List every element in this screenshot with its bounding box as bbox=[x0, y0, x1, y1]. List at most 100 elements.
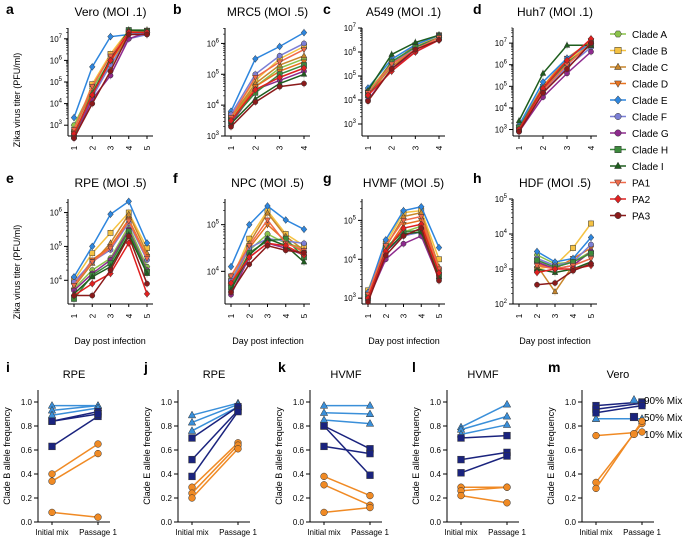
y-tick-label: 105 bbox=[50, 77, 63, 87]
legend-label: PA3 bbox=[632, 212, 651, 223]
x-tick-label: Initial mix bbox=[579, 528, 612, 537]
data-point bbox=[264, 202, 271, 210]
data-point bbox=[107, 245, 114, 252]
data-point bbox=[564, 66, 570, 72]
data-point bbox=[382, 243, 390, 250]
x-tick-label: 5 bbox=[143, 313, 152, 318]
data-point bbox=[71, 292, 77, 299]
pair-line bbox=[595, 404, 643, 414]
data-point bbox=[89, 100, 96, 107]
pair-line bbox=[51, 404, 99, 412]
x-tick-label: 2 bbox=[251, 145, 260, 150]
data-point bbox=[436, 277, 442, 284]
y-tick-exponent: 4 bbox=[353, 95, 357, 101]
legend-item: Clade I bbox=[610, 161, 664, 173]
data-point bbox=[125, 233, 132, 240]
y-tick-exponent: 4 bbox=[216, 266, 220, 272]
x-tick-label: 4 bbox=[569, 313, 578, 318]
data-point bbox=[94, 449, 102, 458]
series-line bbox=[536, 243, 592, 267]
y-tick-exponent: 6 bbox=[353, 47, 357, 53]
pair-line bbox=[51, 443, 99, 475]
panel-g: 103 104 105 1 2 3 4 5 HVMF (MOI .5) g bbox=[323, 170, 445, 318]
legend-item: Clade A bbox=[610, 30, 667, 41]
x-tick-label: 3 bbox=[400, 313, 409, 318]
data-point bbox=[107, 230, 114, 236]
pair-line bbox=[323, 506, 371, 514]
series-line bbox=[230, 82, 305, 128]
data-point bbox=[246, 261, 253, 268]
legend-item: 10% Mix bbox=[629, 429, 682, 441]
y-tick-label: 104 bbox=[344, 254, 357, 264]
data-point bbox=[301, 80, 307, 87]
data-point bbox=[300, 47, 308, 54]
y-tick-label: 0.6 bbox=[161, 446, 173, 455]
data-point bbox=[89, 250, 96, 257]
y-tick-label: 104 bbox=[207, 100, 220, 110]
pair-line bbox=[51, 452, 99, 482]
data-point bbox=[400, 240, 407, 247]
x-tick-label: 4 bbox=[435, 145, 444, 150]
pair-line bbox=[595, 402, 643, 410]
x-tick-label: Initial mix bbox=[444, 528, 477, 537]
series-line bbox=[518, 42, 592, 126]
data-point bbox=[228, 123, 234, 130]
pair-line bbox=[460, 424, 508, 436]
y-tick-exponent: 5 bbox=[216, 220, 220, 226]
legend: Clade A Clade B Clade C Clade D Clade E Clade… bbox=[610, 30, 669, 223]
series-line bbox=[367, 34, 440, 91]
panel-title: RPE (MOI .5) bbox=[74, 176, 146, 190]
data-point bbox=[563, 41, 571, 48]
y-tick-label: 0.2 bbox=[161, 494, 173, 503]
data-point bbox=[300, 70, 308, 77]
y-tick-label: 0.6 bbox=[293, 446, 305, 455]
data-point bbox=[107, 68, 114, 75]
series-line bbox=[518, 38, 592, 130]
x-tick-label: Passage 1 bbox=[351, 528, 389, 537]
y-tick-label: 102 bbox=[495, 299, 508, 309]
y-tick-label: 0.8 bbox=[430, 422, 442, 431]
pair-line bbox=[323, 412, 371, 415]
data-point bbox=[400, 206, 407, 215]
y-tick-label: 106 bbox=[50, 55, 63, 65]
data-point bbox=[382, 252, 389, 259]
data-point bbox=[638, 417, 646, 425]
series-line bbox=[518, 44, 591, 122]
pair-line bbox=[51, 413, 99, 422]
data-point bbox=[245, 243, 253, 250]
y-tick-exponent: 5 bbox=[353, 215, 357, 221]
pair-line bbox=[191, 444, 239, 494]
y-tick-exponent: 4 bbox=[504, 229, 508, 235]
data-point bbox=[457, 455, 465, 464]
data-point bbox=[125, 31, 132, 38]
data-point bbox=[107, 56, 114, 65]
y-tick-label: 103 bbox=[207, 131, 220, 141]
series-line bbox=[536, 257, 592, 270]
data-point bbox=[94, 410, 102, 418]
data-point bbox=[276, 42, 283, 51]
panel-m: 0.0 0.2 0.4 0.6 0.8 1.0 Initial mix Passage 1 Ve… bbox=[546, 359, 661, 537]
pair-line bbox=[323, 419, 371, 425]
x-tick-label: 1 bbox=[515, 145, 524, 150]
data-point bbox=[276, 52, 283, 59]
legend-item: Clade B bbox=[610, 47, 668, 58]
data-point bbox=[282, 247, 289, 254]
pair-line bbox=[191, 403, 239, 424]
data-point bbox=[588, 260, 594, 267]
y-tick-exponent: 4 bbox=[504, 103, 508, 109]
panel-title: RPE bbox=[203, 369, 226, 381]
y-tick-label: 106 bbox=[495, 60, 508, 70]
data-point bbox=[320, 472, 328, 481]
series-line bbox=[367, 36, 440, 94]
data-point bbox=[227, 262, 235, 271]
x-tick-label: Passage 1 bbox=[488, 528, 526, 537]
data-point bbox=[570, 267, 576, 274]
y-tick-label: 0.0 bbox=[430, 518, 442, 527]
panel-title: HVMF bbox=[330, 369, 361, 381]
data-point bbox=[638, 401, 646, 410]
data-point bbox=[188, 494, 196, 502]
legend-label: Clade B bbox=[632, 47, 668, 58]
y-tick-label: 0.4 bbox=[161, 470, 173, 479]
x-tick-label: 3 bbox=[551, 313, 560, 318]
